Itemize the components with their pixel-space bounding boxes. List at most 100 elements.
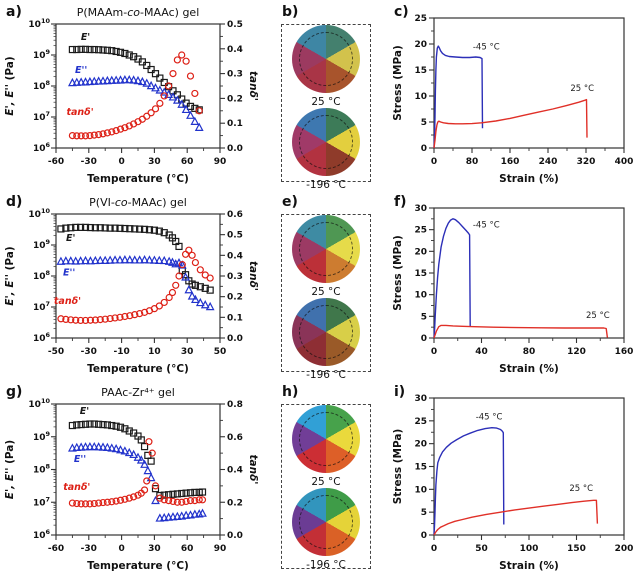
svg-text:30: 30 [148, 544, 161, 554]
svg-text:108: 108 [33, 463, 51, 476]
gel-wheel-photo [292, 25, 360, 93]
svg-text:Stress (MPa): Stress (MPa) [392, 429, 404, 505]
svg-text:25: 25 [414, 417, 427, 427]
svg-text:0: 0 [431, 544, 437, 554]
svg-text:25 °C: 25 °C [586, 311, 610, 321]
svg-text:E': E' [66, 233, 75, 244]
svg-text:160: 160 [615, 347, 634, 357]
svg-text:0.0: 0.0 [227, 144, 243, 154]
svg-text:60: 60 [181, 157, 194, 167]
svg-text:Strain (%): Strain (%) [499, 363, 559, 375]
svg-text:15: 15 [414, 463, 427, 473]
svg-text:Strain (%): Strain (%) [499, 560, 559, 572]
svg-text:30: 30 [148, 157, 161, 167]
svg-text:Temperature (°C): Temperature (°C) [87, 173, 189, 185]
svg-text:240: 240 [539, 157, 558, 167]
svg-text:0: 0 [431, 347, 437, 357]
svg-text:1010: 1010 [28, 17, 50, 30]
stress-chart-c: 0 80 160 240 320 400 0 5 10 15 20 25 Strain (%) Stres… [388, 0, 640, 190]
gel-wheel-photo [292, 108, 360, 176]
svg-text:0.5: 0.5 [227, 231, 243, 241]
svg-text:-45 °C: -45 °C [473, 221, 500, 231]
svg-text:-50: -50 [48, 347, 64, 357]
panel-letter-b: b) [282, 4, 299, 20]
photo-temp-label: -196 °C [306, 369, 346, 381]
dma-chart-d: -50 -30 -10 10 30 50 106 107 108 109 1010 0.0 0.1 0.2… [0, 190, 262, 380]
svg-text:107: 107 [33, 110, 50, 123]
svg-text:0.2: 0.2 [227, 94, 243, 104]
svg-text:109: 109 [33, 238, 51, 251]
svg-text:-30: -30 [81, 157, 97, 167]
svg-text:E'': E'' [74, 454, 86, 465]
svg-text:E', E'' (Pa): E', E'' (Pa) [4, 440, 16, 499]
svg-text:25 °C: 25 °C [569, 484, 593, 494]
svg-text:150: 150 [567, 544, 586, 554]
svg-text:Stress (MPa): Stress (MPa) [392, 45, 404, 121]
svg-text:tanδ': tanδ' [66, 107, 93, 118]
svg-text:0: 0 [118, 157, 124, 167]
dish-ring [298, 114, 354, 170]
svg-text:5: 5 [421, 118, 427, 128]
photo-box-e: 25 °C -196 °C [281, 214, 371, 381]
svg-text:E', E'' (Pa): E', E'' (Pa) [4, 246, 16, 305]
svg-text:25: 25 [414, 14, 427, 24]
svg-text:80: 80 [466, 157, 479, 167]
svg-text:0: 0 [421, 334, 427, 344]
svg-text:109: 109 [33, 430, 51, 443]
photo-item: -196 °C [292, 488, 360, 571]
panel-g: g) -60 -30 0 30 60 90 106 107 108 109 1010 0.0 0.2 0.… [0, 380, 262, 577]
svg-text:90: 90 [214, 157, 227, 167]
svg-text:P(MAAm-co-MAAc) gel: P(MAAm-co-MAAc) gel [77, 6, 200, 19]
svg-text:0: 0 [118, 544, 124, 554]
svg-text:1010: 1010 [28, 397, 50, 410]
panel-d: d) -50 -30 -10 10 30 50 106 107 108 109 1010 0.0 0.1… [0, 190, 262, 380]
svg-text:-45 °C: -45 °C [473, 43, 500, 53]
svg-text:20: 20 [414, 247, 427, 257]
photo-temp-label: 25 °C [311, 96, 341, 108]
panel-letter-h: h) [282, 384, 299, 400]
photo-temp-label: 25 °C [311, 286, 341, 298]
svg-text:10: 10 [414, 92, 427, 102]
dish-ring [298, 411, 354, 467]
svg-text:0.4: 0.4 [227, 466, 243, 476]
dish-ring [298, 31, 354, 87]
svg-text:25: 25 [414, 226, 427, 236]
svg-text:PAAc-Zr⁴⁺ gel: PAAc-Zr⁴⁺ gel [101, 386, 175, 399]
svg-text:E'': E'' [63, 267, 75, 278]
panel-letter-e: e) [282, 194, 298, 210]
svg-text:0.2: 0.2 [227, 498, 243, 508]
svg-text:E': E' [81, 32, 90, 43]
gel-wheel-photo [292, 488, 360, 556]
panel-letter-d: d) [6, 194, 23, 210]
panel-h: h) 25 °C -196 °C [262, 380, 388, 577]
panel-b: b) 25 °C -196 °C [262, 0, 388, 191]
chart-svg-f: 0 40 80 120 160 0 5 10 15 20 25 30 Strain (%) Stress … [392, 204, 634, 375]
svg-text:1010: 1010 [28, 207, 50, 220]
stress-chart-f: 0 40 80 120 160 0 5 10 15 20 25 30 Strain (%) Stress … [388, 190, 640, 380]
chart-svg-i: 0 50 100 150 200 0 5 10 15 20 25 30 Strain (%) Stress… [392, 394, 633, 572]
photo-box-h: 25 °C -196 °C [281, 404, 371, 571]
svg-text:20: 20 [414, 440, 427, 450]
photo-item: -196 °C [292, 298, 360, 381]
svg-text:10: 10 [414, 485, 427, 495]
svg-text:60: 60 [181, 544, 194, 554]
svg-text:120: 120 [567, 347, 586, 357]
svg-text:107: 107 [33, 300, 50, 313]
svg-text:0.1: 0.1 [227, 119, 243, 129]
svg-text:25 °C: 25 °C [570, 84, 594, 94]
photo-temp-label: -196 °C [306, 559, 346, 571]
svg-text:0.2: 0.2 [227, 293, 243, 303]
panel-letter-a: a) [6, 4, 22, 20]
svg-text:90: 90 [214, 544, 227, 554]
svg-text:-45 °C: -45 °C [476, 412, 503, 422]
svg-text:E', E'' (Pa): E', E'' (Pa) [4, 56, 16, 115]
dish-ring [298, 494, 354, 550]
svg-text:tanδ': tanδ' [63, 482, 90, 493]
photo-item: 25 °C [292, 25, 360, 108]
photo-item: 25 °C [292, 215, 360, 298]
svg-text:400: 400 [615, 157, 634, 167]
photo-item: 25 °C [292, 405, 360, 488]
gel-wheel-photo [292, 298, 360, 366]
dish-ring [298, 304, 354, 360]
chart-svg-g: -60 -30 0 30 60 90 106 107 108 109 1010 0.0 0.2 0.4 0.… [4, 386, 259, 572]
